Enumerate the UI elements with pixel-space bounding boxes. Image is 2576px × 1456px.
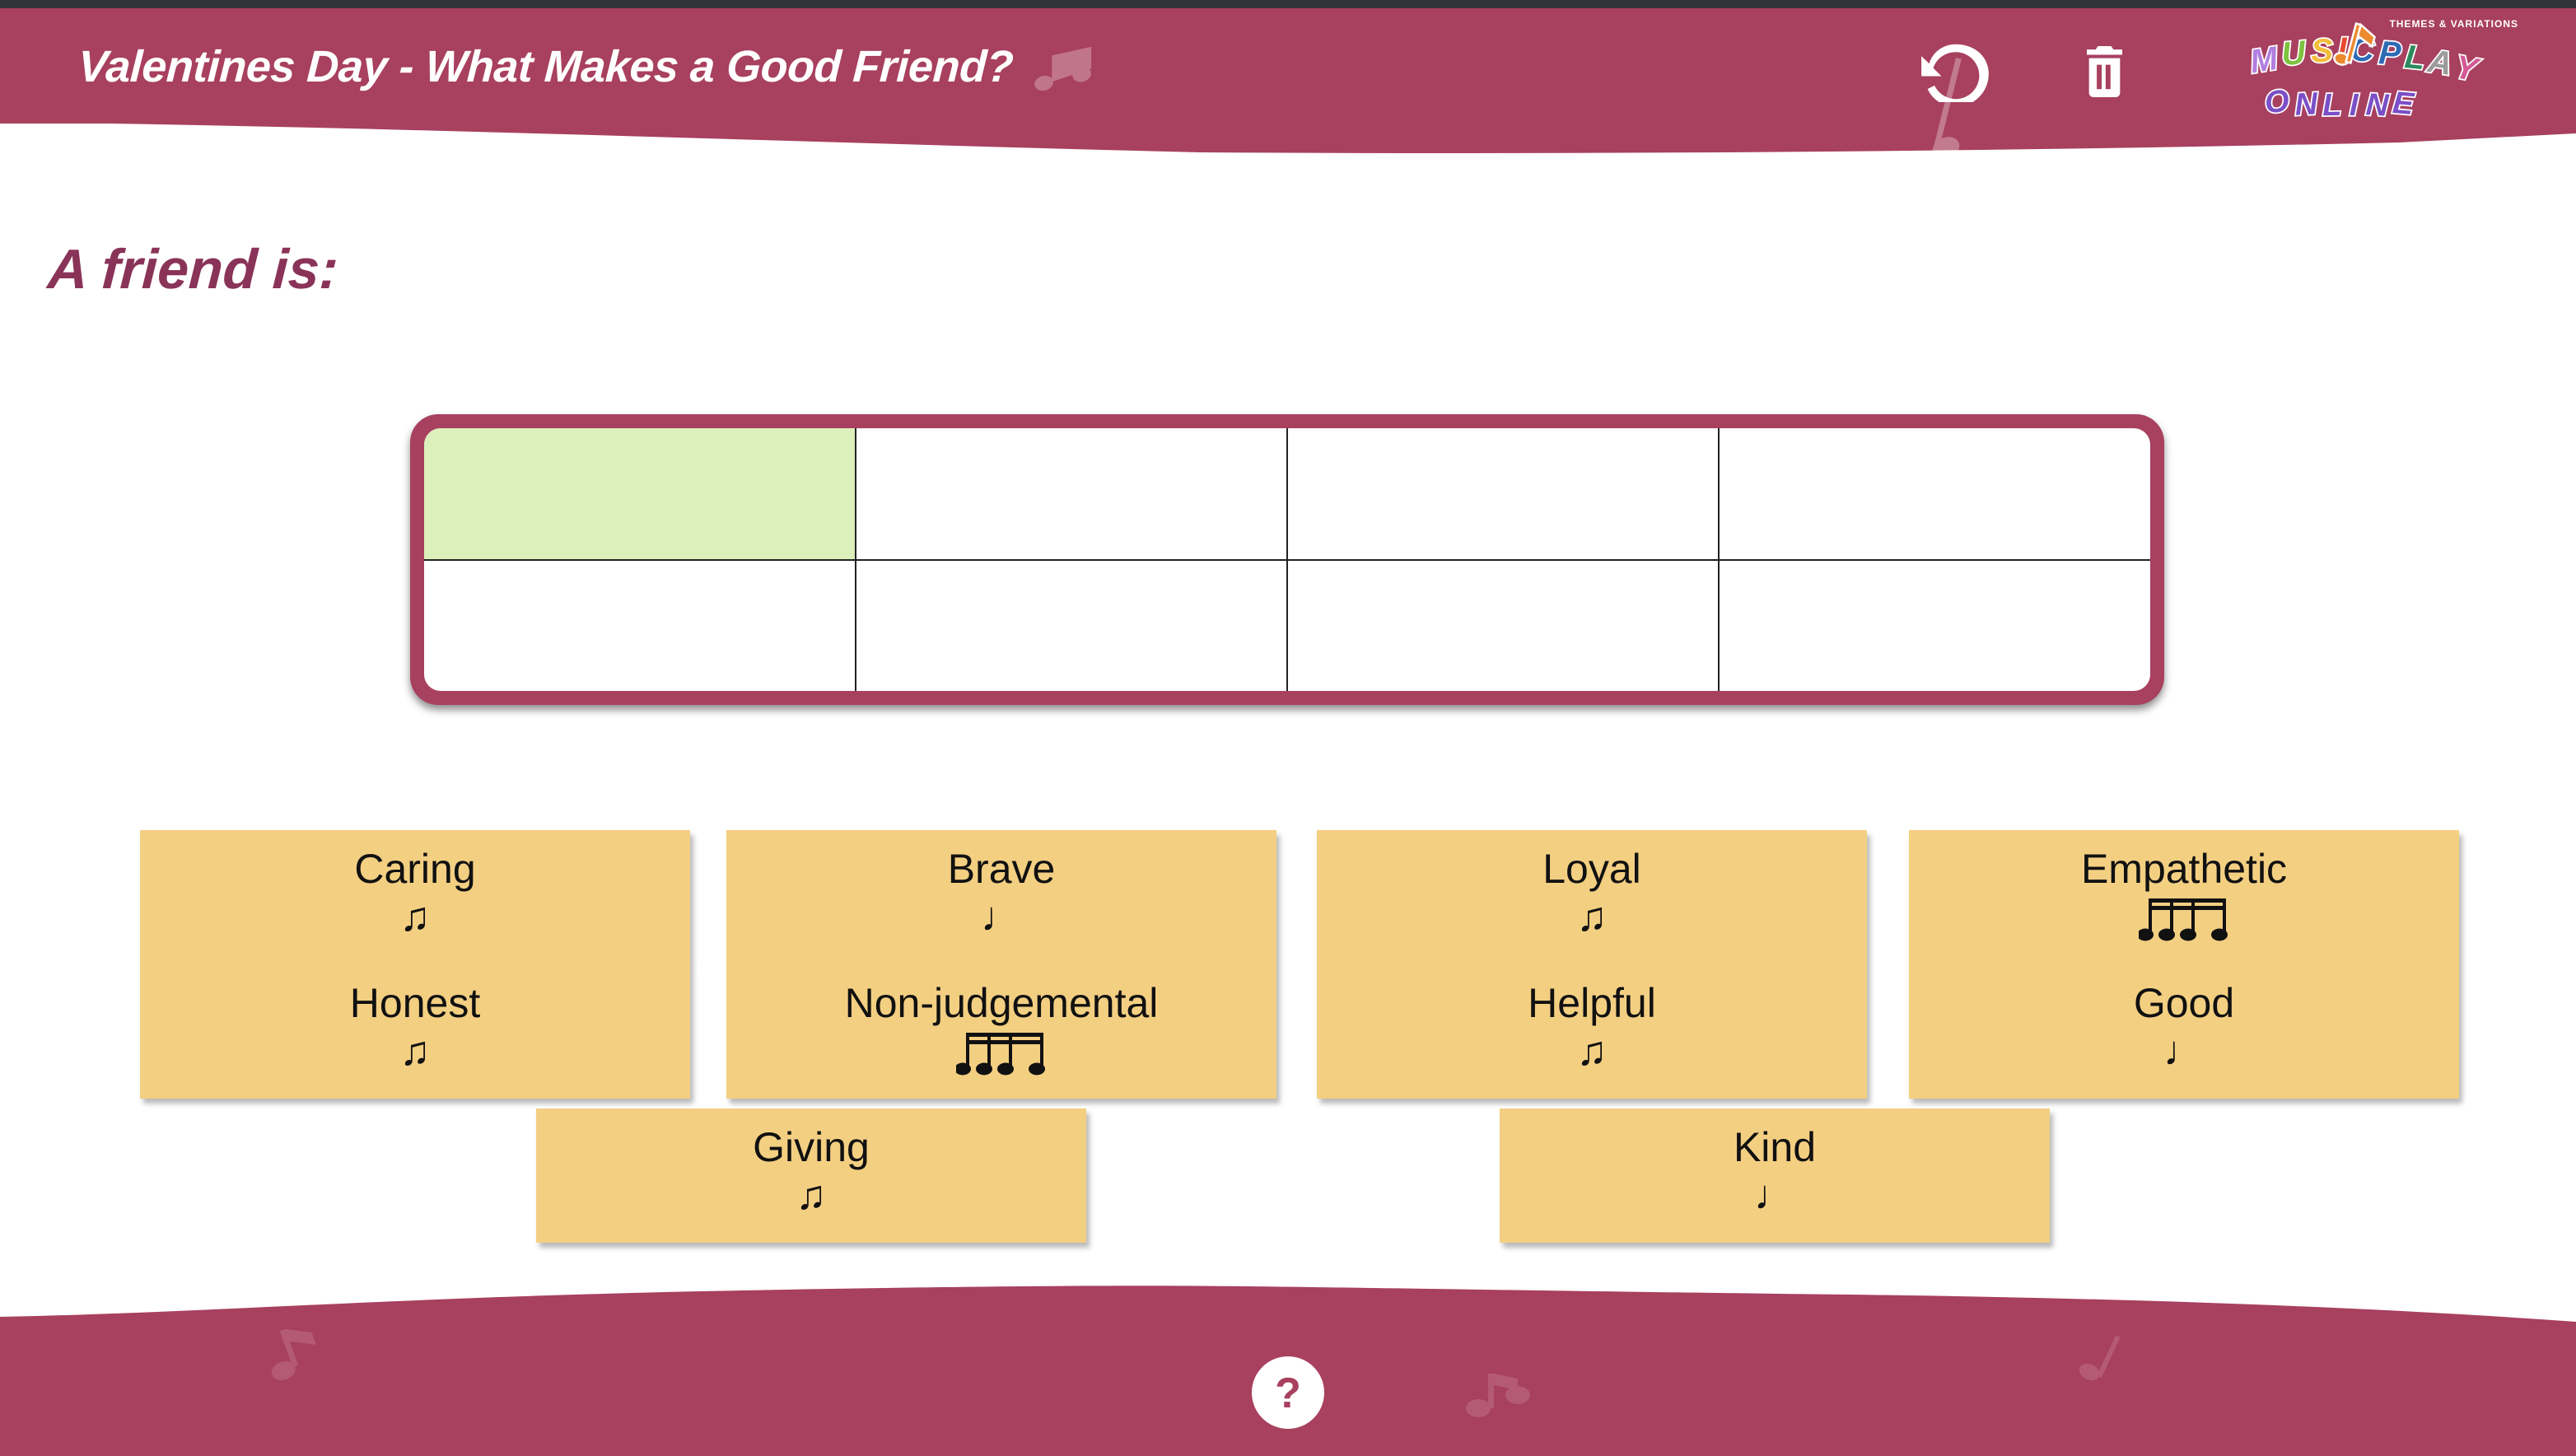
- svg-text:I: I: [2350, 88, 2360, 120]
- svg-text:Y: Y: [2452, 49, 2483, 89]
- svg-text:?: ?: [1275, 1370, 1301, 1417]
- svg-text:THEMES & VARIATIONS: THEMES & VARIATIONS: [2389, 18, 2518, 30]
- svg-text:N: N: [2365, 87, 2391, 120]
- svg-text:N: N: [2294, 86, 2320, 120]
- svg-text:M: M: [2247, 40, 2281, 81]
- svg-text:O: O: [2263, 84, 2290, 120]
- svg-text:P: P: [2378, 35, 2402, 72]
- svg-text:L: L: [2322, 88, 2342, 120]
- svg-text:L: L: [2403, 39, 2427, 77]
- svg-text:A: A: [2424, 43, 2454, 82]
- svg-text:S: S: [2310, 33, 2334, 70]
- svg-text:U: U: [2280, 35, 2308, 72]
- svg-text:E: E: [2392, 86, 2417, 120]
